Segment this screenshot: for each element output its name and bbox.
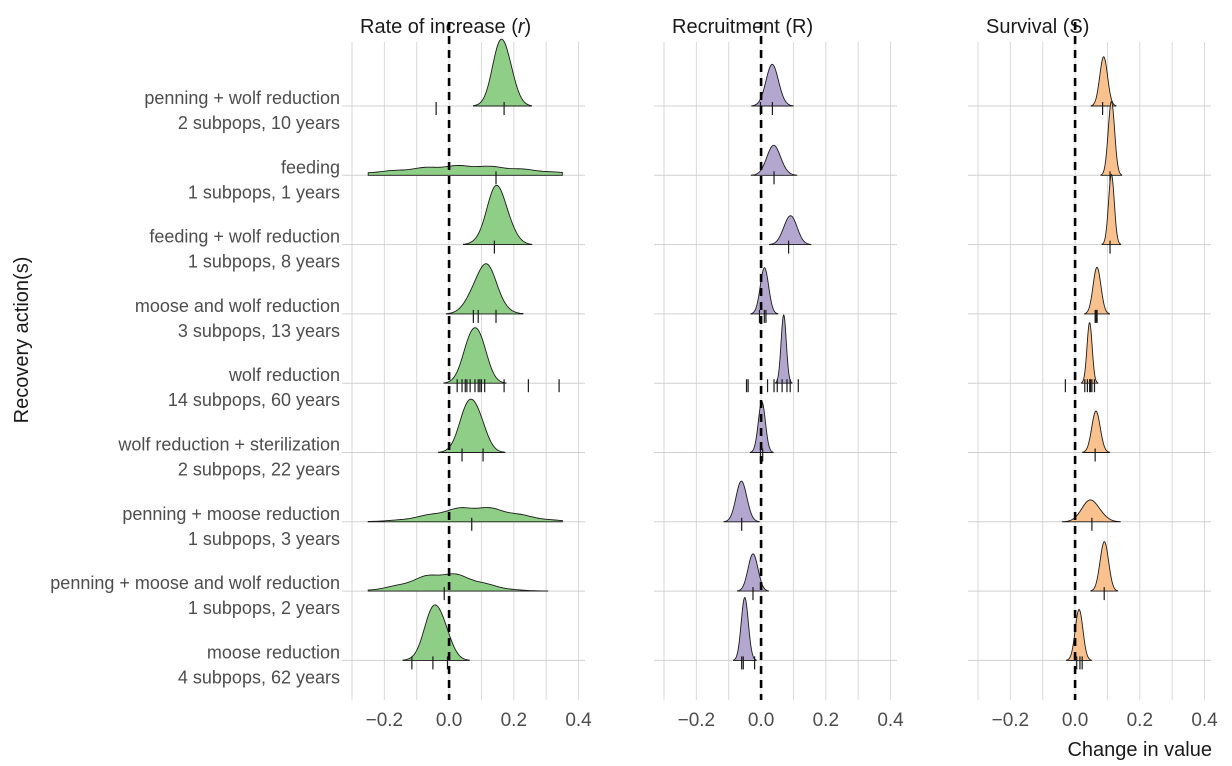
ridge-density bbox=[1084, 266, 1110, 315]
ridge-density bbox=[733, 597, 757, 661]
x-tick-label: 0.4 bbox=[1191, 710, 1218, 731]
ridge-density bbox=[367, 507, 563, 523]
x-axis-title: Change in value bbox=[1067, 739, 1212, 761]
ridge-density bbox=[473, 38, 532, 107]
category-label-detail: 1 subpops, 2 years bbox=[188, 598, 340, 618]
ridge-density bbox=[1066, 609, 1092, 661]
panel-title-end: ) bbox=[525, 16, 532, 38]
category-label-detail: 2 subpops, 10 years bbox=[178, 113, 340, 133]
category-label-action: moose and wolf reduction bbox=[135, 296, 340, 316]
panel: Survival (S) −0.2 0.0 0.2 0.4 bbox=[968, 16, 1218, 731]
category-label-action: wolf reduction + sterilization bbox=[117, 435, 340, 455]
category-label-detail: 1 subpops, 8 years bbox=[188, 252, 340, 272]
category-label-action: feeding + wolf reduction bbox=[149, 227, 340, 247]
ridge-density bbox=[750, 267, 779, 315]
ridge-density bbox=[367, 573, 549, 592]
ridge-density bbox=[723, 480, 760, 523]
ridge-density bbox=[1080, 322, 1099, 384]
ridge-density bbox=[1090, 56, 1117, 107]
ridge-density bbox=[443, 327, 507, 384]
category-label-action: penning + wolf reduction bbox=[144, 88, 340, 108]
ridge-density bbox=[367, 164, 563, 176]
x-tick-label: −0.2 bbox=[366, 710, 404, 731]
ridge-density bbox=[1101, 173, 1122, 246]
x-tick-label: 0.4 bbox=[877, 710, 904, 731]
ridge-density bbox=[402, 604, 470, 661]
category-label-detail: 1 subpops, 1 years bbox=[188, 182, 340, 202]
category-label-detail: 2 subpops, 22 years bbox=[178, 460, 340, 480]
panel-title-text: Survival (S) bbox=[986, 16, 1089, 38]
panel-title-symbol: r bbox=[518, 16, 526, 38]
category-label-action: penning + moose reduction bbox=[122, 504, 340, 524]
x-tick-label: −0.2 bbox=[678, 710, 716, 731]
x-tick-label: 0.0 bbox=[436, 710, 462, 731]
panel: Rate of increase (r) −0.2 0.0 0.2 0.4 bbox=[342, 16, 592, 731]
ridge-density bbox=[1100, 100, 1123, 176]
ridge-density bbox=[751, 63, 794, 107]
ridge-density bbox=[1061, 499, 1121, 523]
x-tick-label: 0.2 bbox=[813, 710, 839, 731]
category-label-detail: 4 subpops, 62 years bbox=[178, 667, 340, 687]
ridge-density bbox=[737, 553, 769, 592]
panel-title: Survival (S) bbox=[986, 16, 1089, 38]
category-label-detail: 14 subpops, 60 years bbox=[168, 390, 340, 410]
x-tick-label: 0.0 bbox=[748, 710, 774, 731]
ridge-density bbox=[750, 144, 798, 176]
panel-title: Rate of increase (r) bbox=[360, 16, 531, 38]
panel-title: Recruitment (R) bbox=[672, 16, 813, 38]
panel: Recruitment (R) −0.2 0.0 0.2 0.4 bbox=[654, 16, 904, 731]
x-tick-label: 0.2 bbox=[501, 710, 527, 731]
x-tick-label: −0.2 bbox=[992, 710, 1030, 731]
category-label-detail: 3 subpops, 13 years bbox=[178, 321, 340, 341]
category-label-action: penning + moose and wolf reduction bbox=[50, 573, 340, 593]
category-label-detail: 1 subpops, 3 years bbox=[188, 529, 340, 549]
x-tick-label: 0.4 bbox=[565, 710, 592, 731]
panel-title-text: Rate of increase ( bbox=[360, 16, 518, 38]
ridge-density bbox=[1082, 410, 1111, 453]
category-label-action: feeding bbox=[281, 157, 340, 177]
ridge-density bbox=[463, 184, 533, 246]
y-axis-title: Recovery action(s) bbox=[11, 257, 33, 424]
category-label-action: moose reduction bbox=[207, 642, 340, 662]
x-tick-label: 0.0 bbox=[1062, 710, 1088, 731]
ridge-density bbox=[1090, 541, 1119, 592]
panel-title-text: Recruitment (R) bbox=[672, 16, 813, 38]
x-tick-label: 0.2 bbox=[1127, 710, 1153, 731]
ridge-density bbox=[445, 263, 524, 315]
ridge-density bbox=[775, 314, 793, 384]
category-label-action: wolf reduction bbox=[228, 365, 340, 385]
ridge-density bbox=[769, 215, 812, 246]
